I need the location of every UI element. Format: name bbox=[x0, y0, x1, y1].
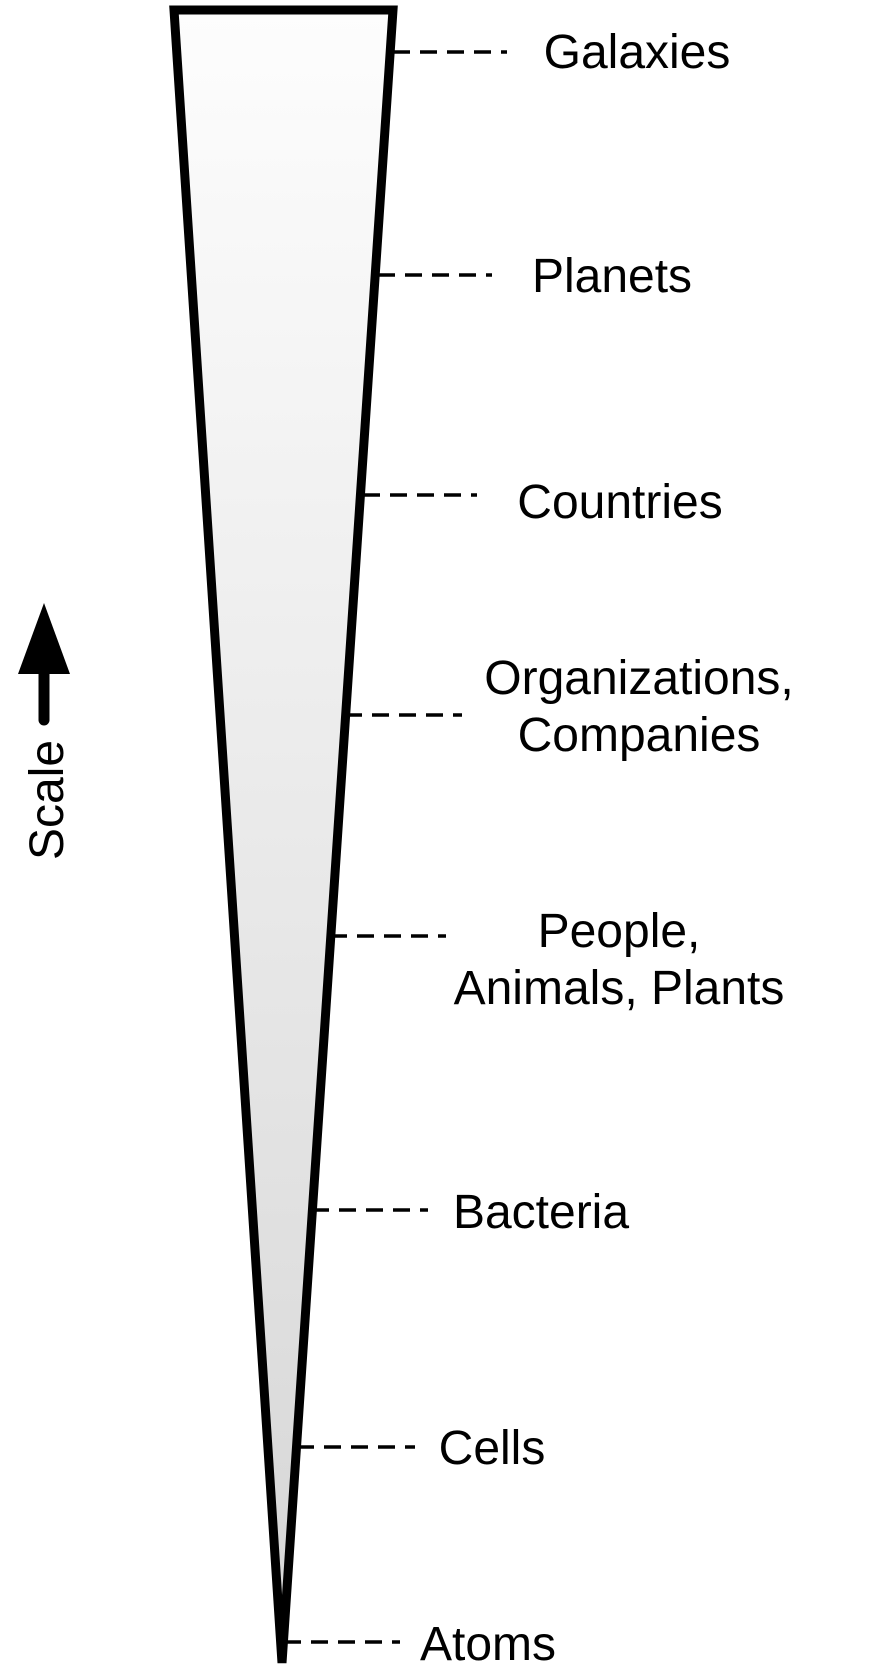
level-countries: Countries bbox=[363, 476, 723, 529]
level-list: Galaxies Planets Countries Organizations,Co… bbox=[284, 26, 794, 1671]
level-people-label: People, bbox=[538, 905, 701, 958]
level-galaxies-label: Galaxies bbox=[544, 26, 731, 79]
level-atoms-label: Atoms bbox=[420, 1618, 556, 1671]
level-galaxies: Galaxies bbox=[393, 26, 730, 79]
level-organizations-label: Organizations, bbox=[484, 652, 794, 705]
level-organizations-label: Companies bbox=[518, 709, 761, 762]
level-countries-label: Countries bbox=[517, 476, 722, 529]
level-people-label: Animals, Plants bbox=[454, 962, 785, 1015]
scale-wedge bbox=[169, 5, 398, 1664]
level-planets: Planets bbox=[378, 250, 692, 303]
scale-axis-label: Scale bbox=[21, 740, 74, 860]
level-organizations: Organizations,Companies bbox=[345, 652, 794, 762]
level-cells: Cells bbox=[297, 1422, 545, 1475]
level-bacteria-label: Bacteria bbox=[453, 1186, 629, 1239]
level-atoms: Atoms bbox=[284, 1618, 556, 1671]
level-cells-label: Cells bbox=[439, 1422, 546, 1475]
level-planets-label: Planets bbox=[532, 250, 692, 303]
scale-arrow-head bbox=[18, 603, 70, 674]
scale-arrow bbox=[18, 603, 70, 726]
level-bacteria: Bacteria bbox=[312, 1186, 629, 1239]
level-people: People,Animals, Plants bbox=[330, 905, 784, 1015]
